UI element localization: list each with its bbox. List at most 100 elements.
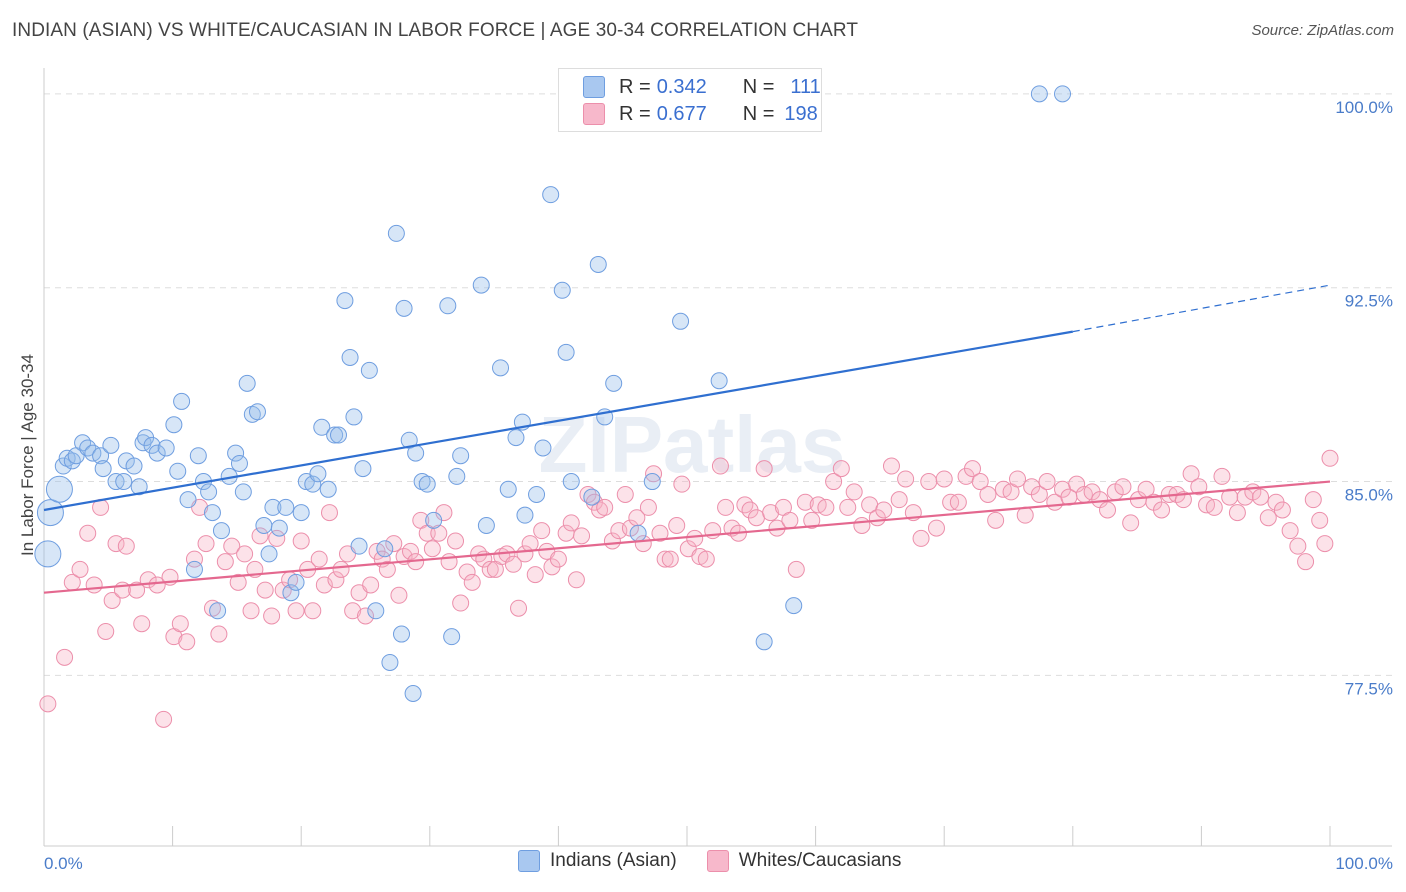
white-caucasian-point bbox=[825, 473, 843, 491]
white-caucasian-point bbox=[332, 560, 350, 578]
white-caucasian-point bbox=[71, 560, 89, 578]
indian-asian-point bbox=[277, 498, 295, 516]
white-caucasian-point bbox=[567, 571, 585, 589]
indian-asian-point bbox=[243, 405, 261, 423]
y-tick-label: 85.0% bbox=[1345, 486, 1393, 505]
white-caucasian-point bbox=[97, 622, 115, 640]
axes bbox=[43, 68, 1392, 847]
white-caucasian-point bbox=[853, 516, 871, 534]
white-caucasian-point bbox=[39, 695, 57, 713]
legend-r-label: R = bbox=[619, 75, 651, 98]
indian-asian-point bbox=[381, 653, 399, 671]
indian-asian-point bbox=[148, 444, 166, 462]
indian-asian-point bbox=[672, 312, 690, 330]
indian-asian-point bbox=[319, 480, 337, 498]
indian-asian-point bbox=[393, 625, 411, 643]
white-caucasian-point bbox=[897, 470, 915, 488]
indian-asian-point bbox=[329, 426, 347, 444]
white-caucasian-point bbox=[447, 532, 465, 550]
white-caucasian-point bbox=[1038, 473, 1056, 491]
x-tick-label: 0.0% bbox=[44, 854, 83, 873]
indian-asian-point bbox=[395, 299, 413, 317]
indian-asian-point bbox=[528, 485, 546, 503]
white-caucasian-point bbox=[56, 648, 74, 666]
white-caucasian-point bbox=[1304, 491, 1322, 509]
indian-asian-point bbox=[350, 537, 368, 555]
white-caucasian-point bbox=[1311, 511, 1329, 529]
legend-swatch-whites bbox=[706, 850, 729, 872]
indian-asian-point bbox=[472, 276, 490, 294]
white-caucasian-point bbox=[263, 607, 281, 625]
white-caucasian-point bbox=[197, 535, 215, 553]
indian-asian-point bbox=[165, 416, 183, 434]
indian-asian-point bbox=[443, 628, 461, 646]
indian-asian-point bbox=[94, 460, 112, 478]
indian-asian-point bbox=[354, 460, 372, 478]
indian-asian-point bbox=[404, 685, 422, 703]
indian-asian-point bbox=[157, 439, 175, 457]
indian-asian-point bbox=[516, 506, 534, 524]
indian-asian-point bbox=[452, 447, 470, 465]
white-caucasian-point bbox=[656, 550, 674, 568]
indian-asian-point bbox=[413, 473, 431, 491]
white-caucasian-point bbox=[148, 576, 166, 594]
legend-r-value: 0.677 bbox=[656, 102, 707, 125]
legend-item-whites[interactable]: Whites/Caucasians bbox=[706, 850, 902, 872]
indian-asian-point bbox=[189, 447, 207, 465]
white-caucasian-point bbox=[402, 542, 420, 560]
indian-asian-point bbox=[92, 447, 110, 465]
legend-r-value: 0.342 bbox=[656, 75, 707, 98]
white-caucasian-point bbox=[292, 532, 310, 550]
indian-asian-point bbox=[562, 473, 580, 491]
whites-trend-line bbox=[43, 480, 1331, 594]
white-caucasian-point bbox=[1228, 504, 1246, 522]
legend-label-indians: Indians (Asian) bbox=[550, 850, 677, 871]
white-caucasian-point bbox=[510, 599, 528, 617]
white-caucasian-point bbox=[1252, 488, 1270, 506]
indian-asian-point bbox=[130, 478, 148, 496]
indian-asian-point bbox=[125, 457, 143, 475]
indian-asian-point bbox=[387, 224, 405, 242]
indian-asian-point bbox=[270, 519, 288, 537]
indian-asian-point bbox=[336, 292, 354, 310]
white-caucasian-point bbox=[787, 560, 805, 578]
indian-asian-point bbox=[264, 498, 282, 516]
white-caucasian-point bbox=[133, 615, 151, 633]
indian-asian-point bbox=[553, 281, 571, 299]
white-caucasian-point bbox=[1153, 501, 1171, 519]
legend-item-indians[interactable]: Indians (Asian) bbox=[518, 850, 677, 872]
indian-asian-point bbox=[1054, 85, 1072, 103]
white-caucasian-point bbox=[526, 566, 544, 584]
white-caucasian-point bbox=[971, 473, 989, 491]
y-tick-label: 92.5% bbox=[1345, 292, 1393, 311]
white-caucasian-point bbox=[178, 633, 196, 651]
x-tick-label: 100.0% bbox=[1335, 854, 1393, 873]
white-caucasian-point bbox=[987, 511, 1005, 529]
white-caucasian-point bbox=[573, 527, 591, 545]
white-caucasian-point bbox=[1297, 553, 1315, 571]
white-caucasian-point bbox=[1281, 522, 1299, 540]
white-caucasian-point bbox=[912, 529, 930, 547]
indian-asian-point bbox=[785, 597, 803, 615]
indian-asian-point bbox=[439, 297, 457, 315]
legend-label-whites: Whites/Caucasians bbox=[738, 850, 902, 871]
legend-r-label: R = bbox=[619, 102, 651, 125]
indian-asian-point bbox=[499, 480, 517, 498]
white-caucasian-point bbox=[430, 524, 448, 542]
white-caucasian-point bbox=[251, 527, 269, 545]
white-caucasian-point bbox=[362, 576, 380, 594]
white-caucasian-point bbox=[423, 540, 441, 558]
white-caucasian-point bbox=[616, 485, 634, 503]
whites-caucasians-points bbox=[39, 449, 1339, 728]
indian-asian-point bbox=[755, 633, 773, 651]
white-caucasian-point bbox=[1316, 535, 1334, 553]
white-caucasian-point bbox=[216, 553, 234, 571]
indian-asian-point bbox=[169, 462, 187, 480]
white-caucasian-point bbox=[378, 560, 396, 578]
indians-asian-points bbox=[34, 85, 1072, 703]
indian-asian-point bbox=[179, 491, 197, 509]
indian-asian-point bbox=[341, 348, 359, 366]
indian-asian-point bbox=[209, 602, 227, 620]
white-caucasian-point bbox=[1289, 537, 1307, 555]
white-caucasian-point bbox=[203, 599, 221, 617]
